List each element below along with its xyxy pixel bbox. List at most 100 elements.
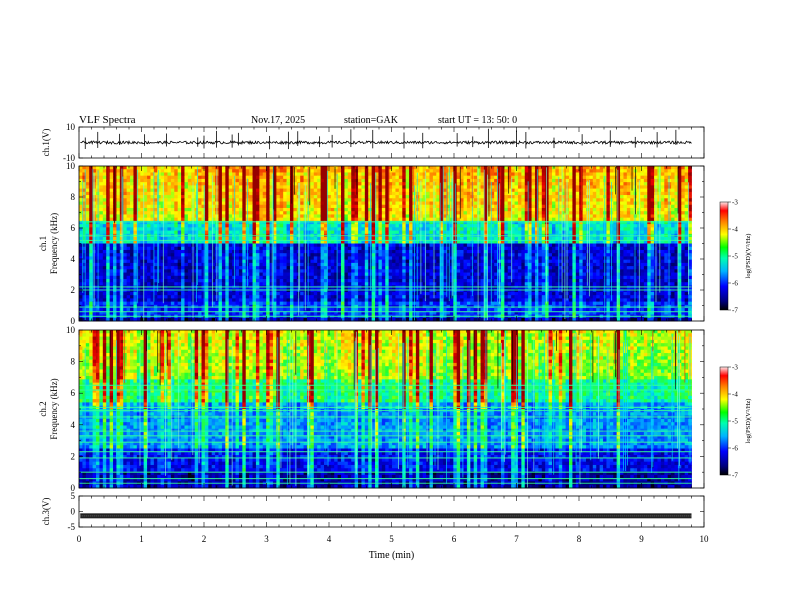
spectrogram-cell: [606, 211, 611, 215]
spectrogram-cell: [225, 188, 230, 193]
spectrogram-cell: [238, 185, 243, 190]
spectrogram-cell: [402, 253, 407, 257]
spectrogram-cell: [123, 182, 128, 186]
spectrogram-cell: [113, 249, 117, 254]
spectrogram-cell: [466, 217, 471, 222]
spectrogram-cell: [650, 240, 655, 244]
spectrogram-cell: [558, 195, 563, 199]
spectrogram-cell: [136, 253, 141, 257]
spectrogram-cell: [409, 166, 413, 170]
spectrogram-cell: [225, 198, 230, 202]
spectrogram-cell: [140, 227, 145, 231]
spectrogram-cell: [310, 240, 315, 244]
spectrogram-cell: [225, 204, 230, 209]
spectrogram-cell: [674, 220, 679, 225]
spectrogram-cell: [606, 217, 611, 222]
spectrogram-cell: [337, 220, 342, 225]
spectrogram-cell: [667, 182, 672, 186]
spectrogram-cell: [405, 172, 410, 177]
spectrogram-cell: [572, 211, 577, 215]
spectrogram-cell: [432, 240, 437, 244]
spectrogram-cell: [507, 224, 512, 228]
spectrogram-cell: [272, 220, 277, 225]
spectrogram-cell: [187, 240, 192, 244]
spectrogram-cell: [324, 211, 328, 215]
spectrogram-cell: [354, 237, 359, 241]
spectrogram-cell: [555, 166, 560, 170]
spectrogram-cell: [181, 237, 185, 241]
spectrogram-cell: [249, 214, 253, 219]
spectrogram-cell: [490, 204, 495, 209]
spectrogram-cell: [558, 240, 563, 244]
spectrogram-cell: [429, 227, 434, 231]
spectrogram-cell: [269, 178, 274, 183]
spectrogram-cell: [507, 240, 512, 244]
spectrogram-cell: [483, 249, 488, 254]
spectrogram-cell: [688, 230, 692, 235]
spectrogram-cell: [123, 198, 128, 202]
spectrogram-cell: [633, 240, 638, 244]
spectrogram-cell: [575, 220, 580, 225]
spectrogram-cell: [358, 207, 362, 212]
spectrogram-cell: [279, 191, 284, 196]
spectrogram-cell: [361, 211, 366, 215]
spectrogram-cell: [664, 243, 669, 248]
spectrogram-cell: [507, 201, 512, 206]
spectrogram-cell: [99, 217, 104, 222]
spectrogram-cell: [184, 240, 189, 244]
spectrogram-cell: [327, 230, 332, 235]
spectrogram-cell: [545, 240, 549, 244]
spectrogram-cell: [596, 185, 601, 190]
spectrogram-cell: [187, 172, 192, 177]
spectrogram-cell: [184, 185, 189, 190]
spectrogram-cell: [684, 230, 689, 235]
spectrogram-cell: [538, 195, 543, 199]
spectrogram-cell: [116, 185, 121, 190]
spectrogram-cell: [524, 169, 529, 173]
spectrogram-cell: [300, 188, 304, 193]
spectrogram-cell: [446, 217, 451, 222]
spectrogram-cell: [684, 224, 689, 228]
spectrogram-cell: [286, 198, 291, 202]
spectrogram-cell: [344, 217, 349, 222]
spectrogram-cell: [201, 178, 206, 183]
spectrogram-cell: [293, 240, 298, 244]
spectrogram-cell: [89, 249, 94, 254]
spectrogram-cell: [123, 253, 128, 257]
spectrogram-cell: [623, 198, 628, 202]
spectrogram-cell: [483, 240, 488, 244]
spectrogram-cell: [473, 188, 478, 193]
spectrogram-cell: [170, 188, 175, 193]
spectrogram-cell: [439, 201, 444, 206]
spectrogram-cell: [436, 237, 441, 241]
spectrogram-cell: [562, 175, 566, 180]
spectrogram-cell: [123, 240, 128, 244]
spectrogram-cell: [266, 237, 270, 241]
spectrogram-cell: [221, 204, 226, 209]
spectrogram-cell: [575, 185, 580, 190]
spectrogram-cell: [521, 178, 526, 183]
spectrogram-cell: [545, 169, 549, 173]
spectrogram-cell: [221, 227, 226, 231]
spectrogram-cell: [426, 237, 430, 241]
spectrogram-cell: [674, 172, 679, 177]
spectrogram-cell: [354, 227, 359, 231]
spectrogram-cell: [579, 224, 584, 228]
spectrogram-cell: [548, 195, 553, 199]
spectrogram-cell: [473, 169, 478, 173]
spectrogram-cell: [279, 220, 284, 225]
spectrogram-cell: [456, 182, 461, 186]
spectrogram-cell: [164, 230, 168, 235]
spectrogram-cell: [313, 211, 318, 215]
spectrogram-cell: [660, 195, 665, 199]
spectrogram-cell: [255, 224, 260, 228]
spectrogram-cell: [259, 169, 264, 173]
spectrogram-cell: [293, 224, 298, 228]
spectrogram-cell: [415, 240, 420, 244]
spectrogram-cell: [174, 211, 179, 215]
spectrogram-cell: [674, 224, 679, 228]
spectrogram-cell: [429, 237, 434, 241]
spectrogram-cell: [347, 243, 352, 248]
spectrogram-cell: [626, 240, 631, 244]
spectrogram-cell: [167, 204, 172, 209]
